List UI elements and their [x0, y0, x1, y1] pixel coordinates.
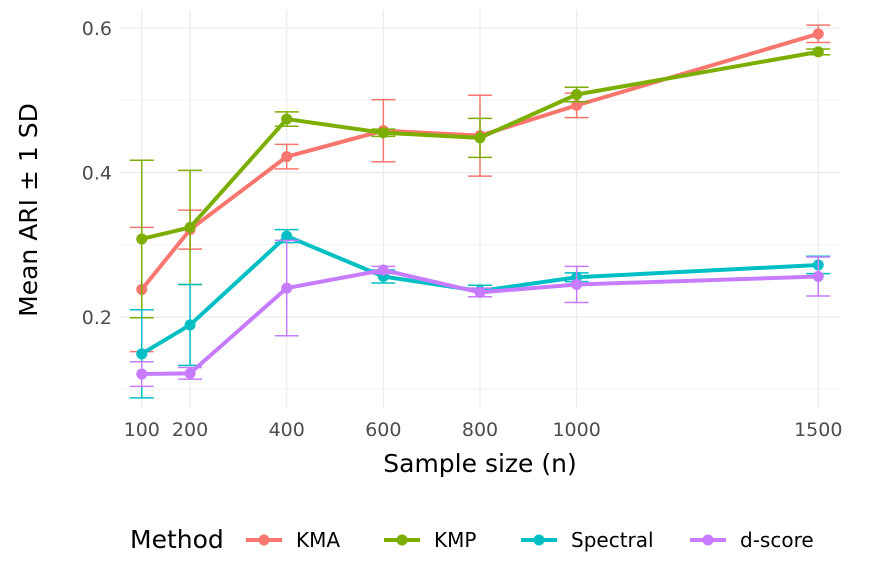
x-axis-ticks: 100 200 400 600 800 1000 1500: [124, 419, 843, 441]
data-point: [281, 151, 293, 163]
legend-item-spectral: Spectral: [521, 528, 654, 552]
data-point: [812, 28, 824, 40]
y-axis-ticks: 0.2 0.4 0.6: [82, 18, 112, 329]
legend-label: d-score: [740, 528, 814, 552]
data-point: [281, 113, 293, 125]
data-point: [184, 367, 196, 379]
series-layer: [129, 24, 831, 399]
data-point: [136, 233, 148, 245]
x-tick-label: 1000: [552, 419, 600, 441]
data-point: [571, 99, 583, 111]
data-point: [281, 230, 293, 242]
legend-label: KMA: [296, 528, 340, 552]
y-tick-label: 0.2: [82, 307, 112, 329]
y-tick-label: 0.6: [82, 18, 112, 40]
data-point: [136, 348, 148, 360]
x-tick-label: 1500: [794, 419, 842, 441]
data-point: [812, 271, 824, 283]
data-point: [812, 46, 824, 58]
data-point: [571, 89, 583, 101]
x-tick-label: 400: [269, 419, 305, 441]
x-tick-label: 800: [462, 419, 498, 441]
legend-key-point: [702, 534, 714, 546]
legend-key-point: [533, 534, 545, 546]
x-tick-label: 600: [365, 419, 401, 441]
x-tick-label: 100: [124, 419, 160, 441]
legend-label: Spectral: [571, 528, 654, 552]
data-point: [184, 221, 196, 233]
legend-item-d-score: d-score: [690, 528, 814, 552]
y-tick-label: 0.4: [82, 163, 112, 185]
legend-label: KMP: [434, 528, 476, 552]
legend-key-point: [258, 534, 270, 546]
grid: [120, 10, 840, 408]
data-point: [377, 127, 389, 139]
legend-key-point: [396, 534, 408, 546]
data-point: [377, 264, 389, 276]
data-point: [571, 278, 583, 290]
series-d-score: [129, 239, 831, 388]
data-point: [474, 286, 486, 298]
data-point: [474, 132, 486, 144]
x-tick-label: 200: [172, 419, 208, 441]
legend: Method KMA KMP Spectral d-score: [130, 525, 814, 554]
data-point: [136, 368, 148, 380]
legend-item-kmp: KMP: [384, 528, 476, 552]
y-axis-title: Mean ARI ± 1 SD: [14, 103, 43, 317]
legend-item-kma: KMA: [246, 528, 340, 552]
legend-title: Method: [130, 525, 224, 554]
data-point: [184, 319, 196, 331]
series-kmp: [129, 46, 831, 319]
data-point: [281, 282, 293, 294]
x-axis-title: Sample size (n): [383, 449, 576, 478]
